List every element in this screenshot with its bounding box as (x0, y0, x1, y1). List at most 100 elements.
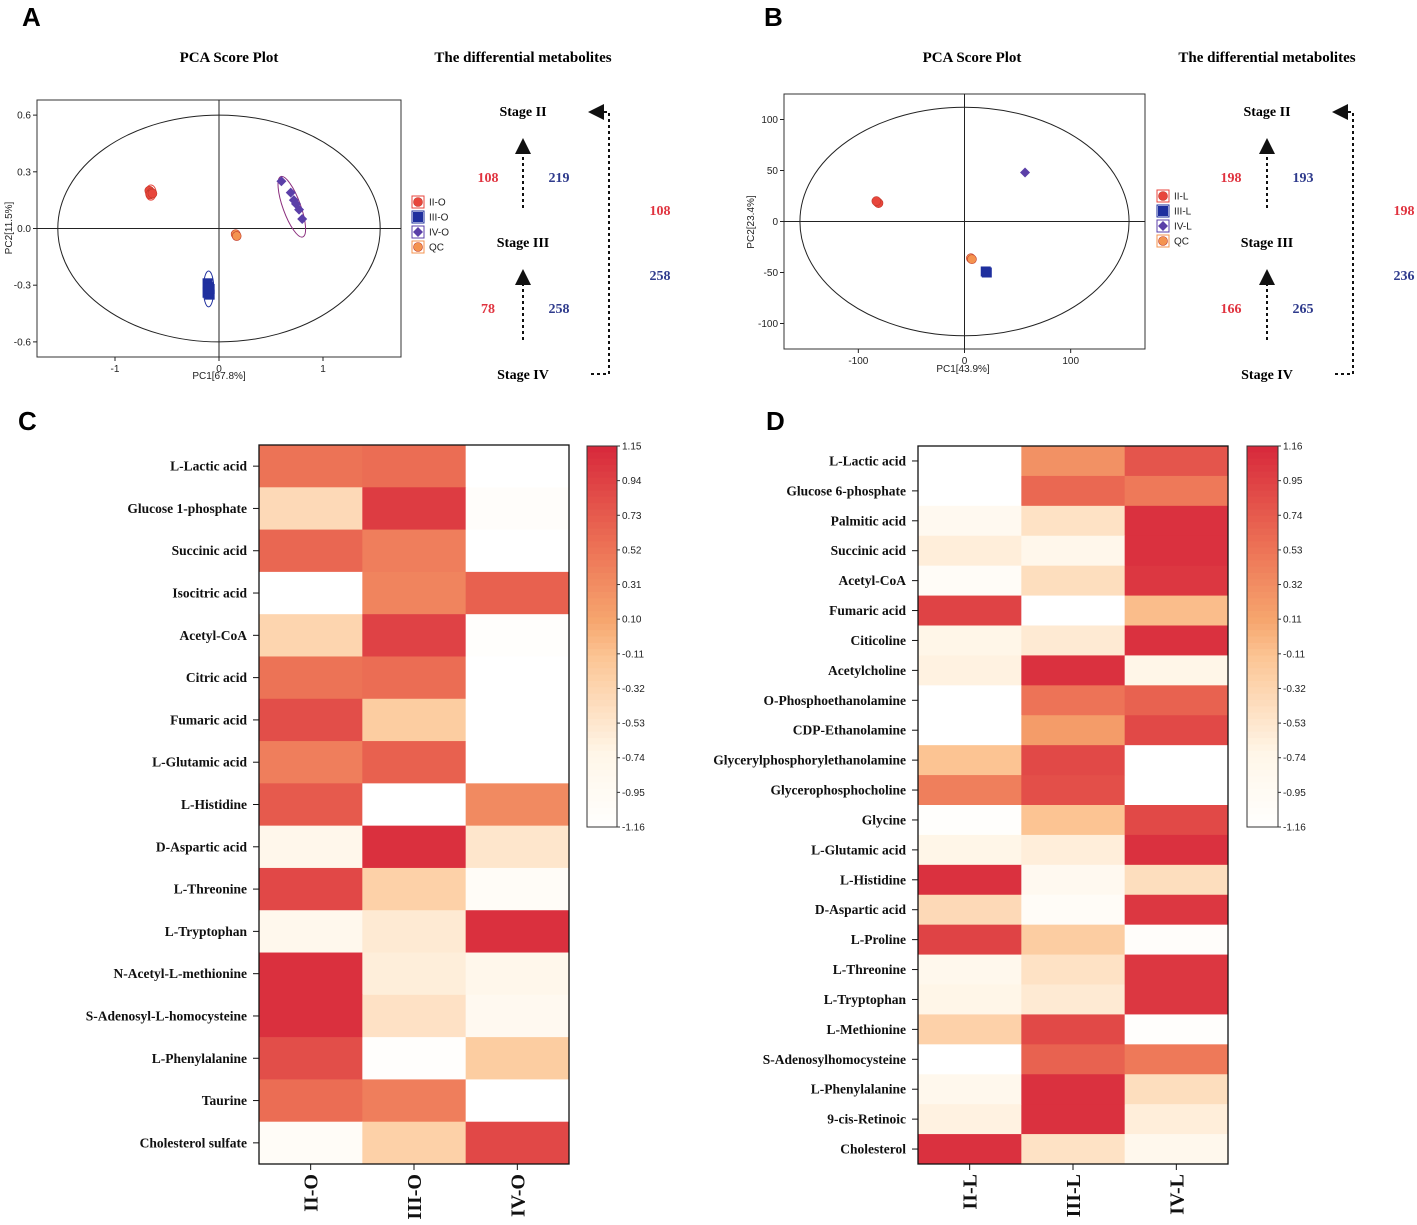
heatmap-cell (1124, 505, 1229, 537)
flow-a-blue-2: 258 (549, 302, 570, 317)
colorbar-segment (1247, 769, 1278, 777)
heatmap-cell (1021, 805, 1126, 836)
colorbar-segment (1247, 738, 1278, 746)
colorbar-segment (587, 649, 617, 657)
heatmap-cell (259, 1037, 363, 1080)
colorbar-label: -0.95 (1283, 788, 1306, 799)
heatmap-cell (259, 698, 363, 742)
legend-label: IV-O (429, 228, 449, 239)
colorbar-segment (587, 541, 617, 549)
colorbar-segment (587, 573, 617, 580)
heatmap-cell (918, 475, 1022, 507)
heatmap-cell (1124, 1014, 1229, 1045)
legend-box (1156, 204, 1170, 218)
flow-a-red-1: 108 (478, 171, 499, 186)
heatmap-cell (1021, 535, 1126, 567)
flow-b: Stage II Stage III Stage IV 198 193 166 … (1221, 104, 1415, 383)
colorbar-segment (587, 700, 617, 707)
heatmap-cell (362, 571, 467, 615)
row-label: Glucose 1-phosphate (127, 501, 247, 516)
flow-a-red-2: 78 (481, 302, 495, 317)
colorbar-segment (587, 782, 617, 790)
row-label: L-Methionine (827, 1022, 907, 1037)
legend-marker (413, 227, 423, 237)
colorbar-label: -1.16 (622, 823, 645, 834)
heatmap-cell (362, 445, 467, 488)
row-label: Acetylcholine (828, 663, 906, 678)
heatmap-cell (1124, 864, 1229, 896)
legend-marker (1158, 206, 1168, 216)
heatmap-cell (918, 745, 1022, 776)
colorbar-segment (587, 458, 617, 466)
heatmap-cell (259, 656, 363, 700)
colorbar-segment (587, 801, 617, 809)
colorbar-segment (587, 611, 617, 619)
heatmap-cell (1124, 565, 1229, 597)
pca-ylabel-b: PC2[23.4%] (746, 195, 757, 249)
colorbar-segment (587, 553, 617, 561)
pca-legend-b: II-L III-L IV-L QC (1156, 189, 1192, 248)
x-tick-label: -1 (111, 364, 120, 375)
legend-marker (1158, 221, 1168, 231)
colorbar-segment (587, 484, 617, 492)
legend-marker (413, 197, 423, 207)
colorbar-segment (587, 579, 617, 587)
colorbar-label: 0.11 (1283, 615, 1302, 626)
heatmap-cell (918, 715, 1022, 746)
colorbar-segment (587, 585, 617, 593)
heatmap-cell (259, 867, 363, 911)
column-label: III-O (404, 1174, 426, 1220)
column-label: III-L (1063, 1174, 1085, 1217)
colorbar-segment (587, 674, 617, 682)
row-label: L-Histidine (840, 872, 906, 887)
row-label: L-Tryptophan (165, 924, 248, 939)
colorbar-segment (587, 655, 617, 663)
colorbar-segment (1247, 528, 1278, 536)
heatmap-cell (465, 1121, 570, 1165)
heatmap-cell (1124, 1074, 1229, 1105)
colorbar-segment (587, 528, 617, 536)
colorbar-segment (1247, 515, 1278, 523)
colorbar-segment (587, 757, 617, 765)
pca-title-b: PCA Score Plot (923, 50, 1022, 66)
colorbar-label: 0.10 (622, 615, 642, 626)
heatmap-cell (362, 741, 467, 784)
flow-b-red-1: 198 (1221, 171, 1242, 186)
flow-b-blue-2: 265 (1293, 302, 1314, 317)
heatmap-d: L-Lactic acid Glucose 6-phosphate Palmitic… (713, 442, 1306, 1218)
heatmap-cell (465, 783, 570, 827)
flow-b-stage-iv: Stage IV (1241, 368, 1293, 383)
heatmap-cell (1124, 535, 1229, 567)
heatmap-cell (918, 595, 1022, 626)
heatmap-cell (918, 446, 1022, 477)
colorbar-segment (1247, 712, 1278, 720)
colorbar-segment (587, 706, 617, 714)
y-tick-label: 0 (772, 217, 778, 228)
data-point (981, 267, 992, 278)
heatmap-cell (918, 685, 1022, 716)
pca-xlabel-b: PC1[43.9%] (936, 364, 990, 375)
data-point (871, 196, 882, 206)
y-tick-label: 0.6 (17, 111, 31, 122)
heatmap-cell (918, 565, 1022, 597)
colorbar-segment (1247, 674, 1278, 682)
legend-box (1156, 219, 1170, 233)
colorbar-label: -0.74 (1283, 753, 1306, 764)
colorbar-segment (1247, 623, 1278, 631)
row-label: Cholesterol sulfate (140, 1135, 247, 1150)
heatmap-cell (1021, 505, 1126, 537)
legend-label: III-L (1174, 207, 1192, 218)
pca-legend-a: II-O III-O IV-O QC (411, 195, 449, 254)
heatmap-cell (1021, 745, 1126, 776)
data-point (285, 187, 296, 198)
heatmap-cell (1124, 834, 1229, 866)
panel-letter-d: D (766, 406, 785, 436)
pca-ylabel-a: PC2[11.5%] (4, 201, 15, 254)
row-label: 9-cis-Retinoic (827, 1112, 906, 1127)
heatmap-c: L-Lactic acid Glucose 1-phosphate Succinic… (86, 442, 645, 1220)
colorbar-segment (587, 807, 617, 815)
colorbar-segment (587, 788, 617, 796)
y-tick-label: 50 (767, 166, 779, 177)
colorbar-segment (587, 452, 617, 460)
y-tick-label: -50 (764, 268, 779, 279)
